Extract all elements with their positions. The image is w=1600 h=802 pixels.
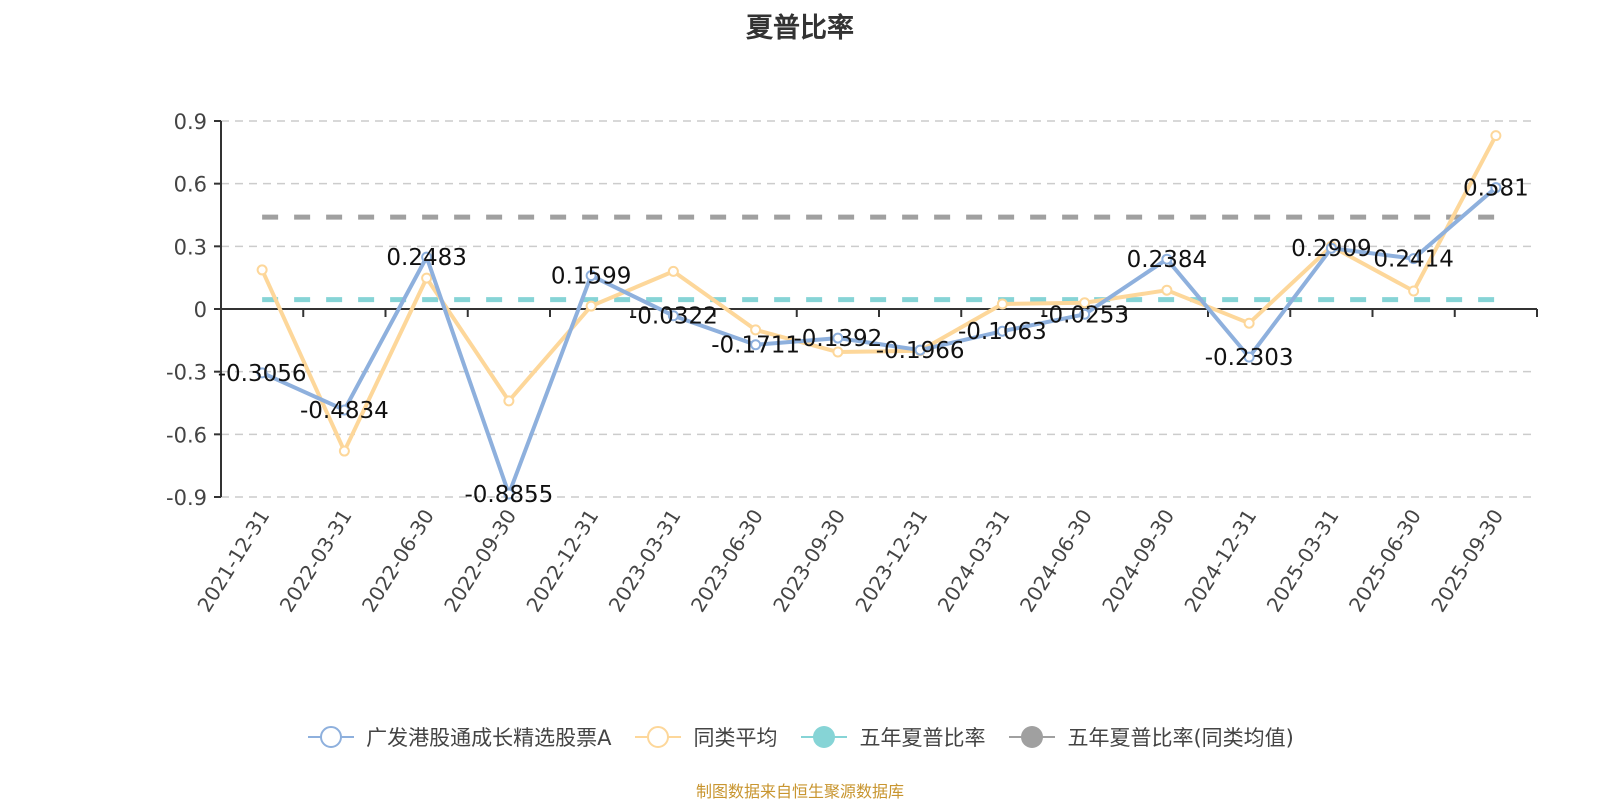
legend-marker	[320, 726, 343, 748]
x-tick-label: 2022-12-31	[521, 505, 603, 616]
data-point	[503, 395, 515, 407]
data-label: -0.1711	[711, 333, 800, 359]
x-tick-label: 2022-03-31	[275, 505, 357, 616]
x-axis: 2021-12-31 2022-03-31 2022-06-30 2022-09-30…	[192, 308, 1538, 616]
data-point	[996, 298, 1008, 310]
data-point	[585, 270, 597, 282]
data-point	[1408, 285, 1420, 297]
legend-marker	[813, 726, 836, 748]
x-tick-label: 2023-03-31	[604, 505, 686, 616]
x-tick-label: 2023-12-31	[850, 505, 932, 616]
data-point	[338, 404, 350, 416]
x-tick-label: 2022-09-30	[439, 505, 521, 616]
y-tick-label: 0.9	[174, 110, 207, 134]
data-label: 0.2384	[1127, 247, 1207, 273]
x-tick-label: 2025-03-31	[1262, 505, 1344, 616]
legend-item-peer-average[interactable]: 同类平均	[633, 722, 777, 752]
chart-title: 夏普比率	[746, 13, 854, 44]
data-point	[996, 325, 1008, 337]
data-point	[1490, 130, 1502, 142]
data-point	[1161, 253, 1173, 265]
data-point	[338, 445, 350, 457]
data-source-note: 制图数据来自恒生聚源数据库	[695, 782, 904, 801]
x-tick-label: 2023-09-30	[768, 505, 850, 616]
hollow-circle-line-icon	[635, 726, 682, 748]
x-tick-label: 2025-09-30	[1426, 505, 1508, 616]
y-tick-label: -0.9	[166, 486, 207, 510]
data-point	[1079, 308, 1091, 320]
legend-label: 五年夏普比率	[859, 726, 986, 750]
legend-label: 五年夏普比率(同类均值)	[1067, 726, 1294, 750]
x-tick-label: 2025-06-30	[1344, 505, 1426, 616]
series-line	[261, 186, 1498, 496]
y-axis: 0.9 0.6 0.3 0 -0.3 -0.6 -0.9	[166, 110, 222, 510]
x-tick-label: 2024-09-30	[1097, 505, 1179, 616]
data-point	[1325, 242, 1337, 254]
data-label: -0.4834	[300, 398, 389, 424]
legend-label: 同类平均	[693, 726, 778, 750]
data-point	[832, 332, 844, 344]
data-point	[667, 265, 679, 277]
legend-item-five-year-sharpe-peer[interactable]: 五年夏普比率(同类均值)	[1007, 722, 1294, 752]
data-point	[585, 300, 597, 312]
filled-circle-line-icon	[801, 726, 848, 748]
data-label: -0.3056	[218, 361, 307, 387]
data-point	[667, 310, 679, 322]
data-label: -0.1966	[876, 338, 965, 364]
x-tick-label: 2024-03-31	[933, 505, 1015, 616]
x-tick-label: 2023-06-30	[686, 505, 768, 616]
data-label: 0.2483	[386, 245, 466, 271]
data-point	[1490, 182, 1502, 194]
data-labels: -0.3056 -0.4834 0.2483 -0.8855 0.1599 -0.0322…	[218, 176, 1529, 508]
x-tick-label: 2024-12-31	[1179, 505, 1261, 616]
data-label: 0.581	[1463, 176, 1529, 202]
data-point	[256, 264, 268, 276]
data-label: -0.8855	[464, 482, 553, 508]
data-label: -0.1063	[958, 319, 1047, 345]
legend-item-fund[interactable]: 广发港股通成长精选股票A	[306, 722, 611, 752]
x-tick-label: 2022-06-30	[357, 505, 439, 616]
legend-marker	[647, 726, 670, 748]
data-point	[914, 344, 926, 356]
legend-item-five-year-sharpe[interactable]: 五年夏普比率	[799, 722, 985, 752]
x-tick-label: 2021-12-31	[192, 505, 274, 616]
y-tick-label: 0	[194, 298, 207, 322]
data-point	[421, 272, 433, 284]
data-label: 0.2414	[1373, 247, 1453, 273]
grid-lines	[221, 120, 1537, 498]
data-point	[1079, 297, 1091, 309]
data-point	[1408, 253, 1420, 265]
y-tick-label: -0.3	[166, 361, 207, 385]
legend-marker	[1021, 726, 1044, 748]
data-point	[1243, 317, 1255, 329]
y-tick-label: 0.3	[174, 235, 207, 259]
hollow-circle-line-icon	[308, 726, 355, 748]
data-label: 0.2909	[1291, 236, 1371, 262]
legend: 广发港股通成长精选股票A 同类平均 五年夏普比率 五年夏普比率(同类均值)	[0, 722, 1600, 752]
series-line	[260, 134, 1498, 454]
data-point	[256, 367, 268, 379]
data-point	[503, 488, 515, 500]
y-tick-label: -0.6	[166, 423, 207, 447]
data-label: -0.1392	[793, 326, 882, 352]
data-label: -0.0253	[1040, 302, 1129, 328]
data-point	[421, 251, 433, 263]
y-tick-label: 0.6	[174, 173, 207, 197]
filled-circle-line-icon	[1009, 726, 1056, 748]
legend-label: 广发港股通成长精选股票A	[366, 726, 612, 750]
data-label: -0.2303	[1205, 345, 1294, 371]
x-tick-label: 2024-06-30	[1015, 505, 1097, 616]
data-label: 0.1599	[551, 264, 631, 290]
data-point	[750, 339, 762, 351]
data-point	[1161, 284, 1173, 296]
data-label: -0.0322	[629, 304, 718, 330]
line-chart: 0.9 0.6 0.3 0 -0.3 -0.6 -0.9 2021-12-31 2022-03…	[166, 110, 1538, 616]
data-point	[750, 324, 762, 336]
data-series	[256, 130, 1502, 500]
data-point	[832, 346, 844, 358]
data-point	[1243, 351, 1255, 363]
